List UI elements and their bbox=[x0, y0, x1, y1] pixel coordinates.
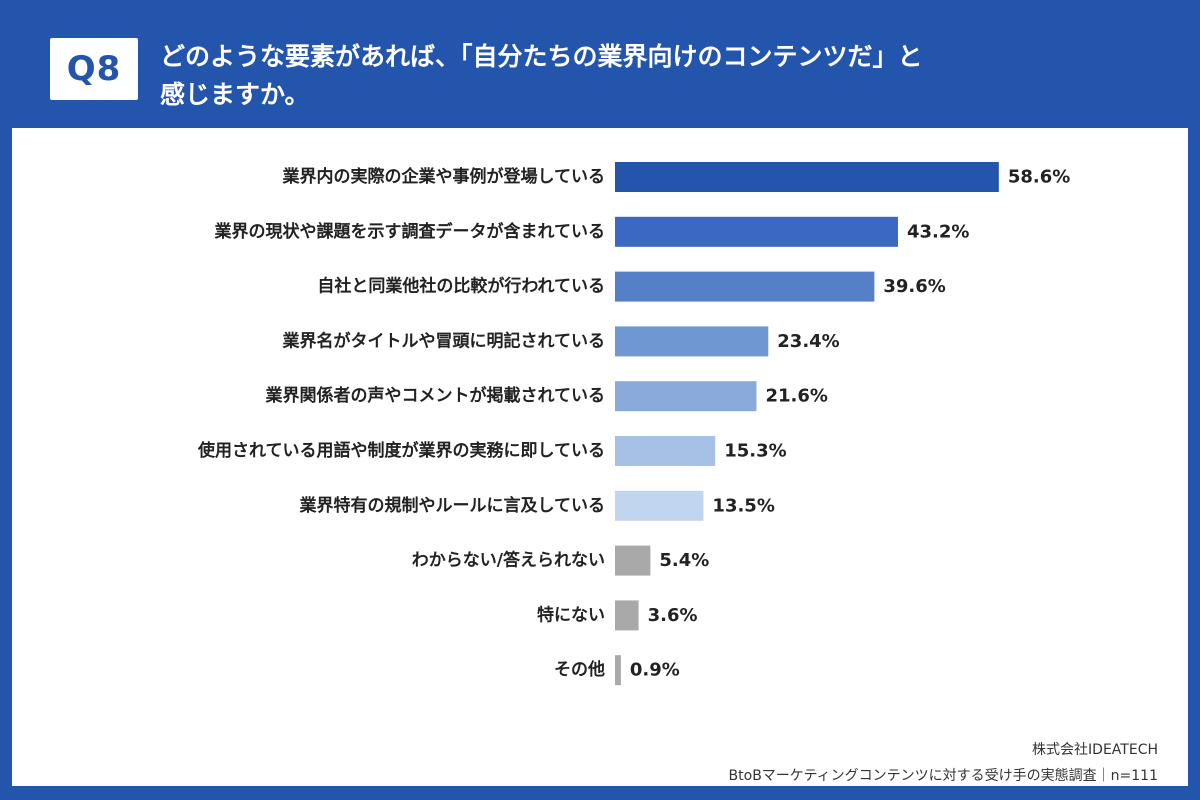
category-label: 業界特有の規制やルールに言及している bbox=[300, 495, 606, 516]
category-label: わからない/答えられない bbox=[412, 550, 605, 571]
value-label: 15.3% bbox=[724, 441, 786, 462]
value-label: 58.6% bbox=[1008, 167, 1070, 188]
value-label: 43.2% bbox=[907, 221, 969, 242]
question-number: Q8 bbox=[66, 49, 122, 89]
value-label: 39.6% bbox=[883, 276, 945, 297]
bar bbox=[615, 490, 704, 521]
footer: 株式会社IDEATECH BtoBマーケティングコンテンツに対する受け手の実態調… bbox=[729, 737, 1158, 789]
bar bbox=[615, 381, 757, 412]
value-label: 0.9% bbox=[630, 660, 680, 681]
question-badge: Q8 bbox=[50, 38, 138, 100]
question-text: どのような要素があれば、「自分たちの業界向けのコンテンツだ」と 感じますか。 bbox=[160, 38, 1140, 114]
value-label: 5.4% bbox=[659, 550, 709, 571]
category-label: 業界関係者の声やコメントが掲載されている bbox=[266, 385, 606, 406]
category-label: 特にない bbox=[537, 604, 605, 625]
bar bbox=[615, 162, 999, 192]
value-label: 23.4% bbox=[777, 331, 839, 352]
value-label: 21.6% bbox=[765, 386, 827, 407]
bar-chart: 業界内の実際の企業や事例が登場している 58.6% 業界の現状や課題を示す調査データ… bbox=[197, 162, 1070, 686]
chart-panel: 業界内の実際の企業や事例が登場している 58.6% 業界の現状や課題を示す調査データ… bbox=[12, 128, 1188, 786]
header: Q8 どのような要素があれば、「自分たちの業界向けのコンテンツだ」と 感じますか… bbox=[0, 0, 1200, 128]
bar bbox=[615, 326, 769, 357]
bar bbox=[615, 600, 639, 631]
category-label: 業界の現状や課題を示す調査データが含まれている bbox=[215, 221, 606, 242]
company-name: 株式会社IDEATECH bbox=[1032, 742, 1158, 758]
category-label: 使用されている用語や制度が業界の実務に即している bbox=[197, 440, 605, 461]
question-line-2: 感じますか。 bbox=[160, 80, 310, 109]
question-line-1: どのような要素があれば、「自分たちの業界向けのコンテンツだ」と bbox=[160, 42, 923, 71]
bar bbox=[615, 655, 621, 686]
bar bbox=[615, 436, 716, 466]
value-label: 13.5% bbox=[712, 495, 774, 516]
category-label: 自社と同業他社の比較が行われている bbox=[317, 276, 605, 297]
bar bbox=[615, 271, 875, 302]
survey-info: BtoBマーケティングコンテンツに対する受け手の実態調査｜n=111 bbox=[728, 768, 1158, 784]
category-label: 業界内の実際の企業や事例が登場している bbox=[283, 166, 606, 187]
bar bbox=[615, 216, 898, 247]
category-label: その他 bbox=[554, 659, 605, 680]
value-label: 3.6% bbox=[648, 605, 698, 626]
bar bbox=[615, 545, 651, 576]
category-label: 業界名がタイトルや冒頭に明記されている bbox=[283, 330, 606, 351]
